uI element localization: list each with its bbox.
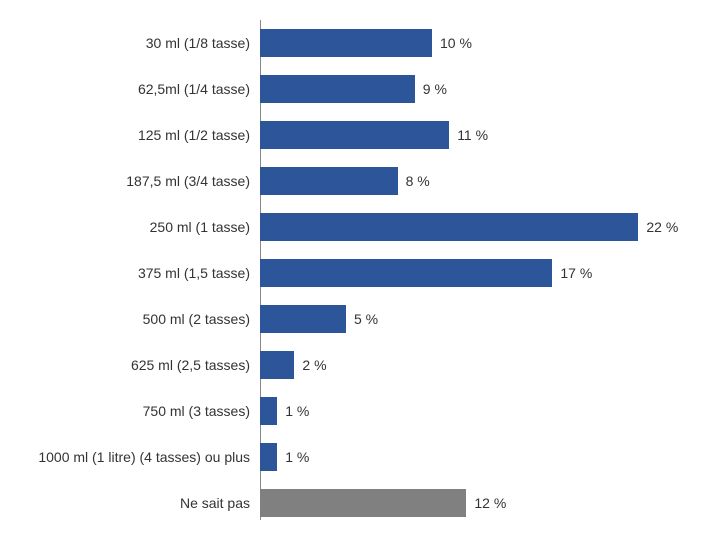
bar-track: 1 % bbox=[260, 388, 690, 434]
bar-track: 11 % bbox=[260, 112, 690, 158]
value-label: 1 % bbox=[277, 449, 309, 465]
bar-row: 62,5ml (1/4 tasse) 9 % bbox=[10, 66, 690, 112]
bar-chart: 30 ml (1/8 tasse) 10 % 62,5ml (1/4 tasse… bbox=[0, 0, 720, 540]
bar-row: 500 ml (2 tasses) 5 % bbox=[10, 296, 690, 342]
category-label: 62,5ml (1/4 tasse) bbox=[10, 81, 260, 97]
category-label: 250 ml (1 tasse) bbox=[10, 219, 260, 235]
bar-track: 9 % bbox=[260, 66, 690, 112]
category-label: 375 ml (1,5 tasse) bbox=[10, 265, 260, 281]
value-label: 2 % bbox=[294, 357, 326, 373]
value-label: 11 % bbox=[449, 127, 488, 143]
bar-row: 30 ml (1/8 tasse) 10 % bbox=[10, 20, 690, 66]
bar-track: 22 % bbox=[260, 204, 690, 250]
bar bbox=[260, 29, 432, 57]
bar bbox=[260, 213, 638, 241]
value-label: 9 % bbox=[415, 81, 447, 97]
category-label: 750 ml (3 tasses) bbox=[10, 403, 260, 419]
bar-row: 250 ml (1 tasse) 22 % bbox=[10, 204, 690, 250]
category-label: 187,5 ml (3/4 tasse) bbox=[10, 173, 260, 189]
value-label: 5 % bbox=[346, 311, 378, 327]
bar-track: 5 % bbox=[260, 296, 690, 342]
bar bbox=[260, 397, 277, 425]
bar-row: 750 ml (3 tasses) 1 % bbox=[10, 388, 690, 434]
value-label: 12 % bbox=[466, 495, 506, 511]
value-label: 1 % bbox=[277, 403, 309, 419]
bar-row: Ne sait pas 12 % bbox=[10, 480, 690, 526]
bar-track: 10 % bbox=[260, 20, 690, 66]
bar-track: 12 % bbox=[260, 480, 690, 526]
value-label: 22 % bbox=[638, 219, 678, 235]
bar-track: 2 % bbox=[260, 342, 690, 388]
bar-track: 1 % bbox=[260, 434, 690, 480]
bar-row: 125 ml (1/2 tasse) 11 % bbox=[10, 112, 690, 158]
category-label: 625 ml (2,5 tasses) bbox=[10, 357, 260, 373]
category-label: 125 ml (1/2 tasse) bbox=[10, 127, 260, 143]
bar bbox=[260, 351, 294, 379]
bar bbox=[260, 443, 277, 471]
bar bbox=[260, 167, 398, 195]
bar-row: 625 ml (2,5 tasses) 2 % bbox=[10, 342, 690, 388]
category-label: 30 ml (1/8 tasse) bbox=[10, 35, 260, 51]
bar bbox=[260, 121, 449, 149]
bar-row: 1000 ml (1 litre) (4 tasses) ou plus 1 % bbox=[10, 434, 690, 480]
bar bbox=[260, 305, 346, 333]
bar-row: 375 ml (1,5 tasse) 17 % bbox=[10, 250, 690, 296]
value-label: 8 % bbox=[398, 173, 430, 189]
bar bbox=[260, 259, 552, 287]
category-label: 1000 ml (1 litre) (4 tasses) ou plus bbox=[10, 449, 260, 465]
value-label: 17 % bbox=[552, 265, 592, 281]
category-label: Ne sait pas bbox=[10, 495, 260, 511]
bar bbox=[260, 489, 466, 517]
bar-track: 17 % bbox=[260, 250, 690, 296]
bar-row: 187,5 ml (3/4 tasse) 8 % bbox=[10, 158, 690, 204]
bar-track: 8 % bbox=[260, 158, 690, 204]
bar bbox=[260, 75, 415, 103]
category-label: 500 ml (2 tasses) bbox=[10, 311, 260, 327]
value-label: 10 % bbox=[432, 35, 472, 51]
